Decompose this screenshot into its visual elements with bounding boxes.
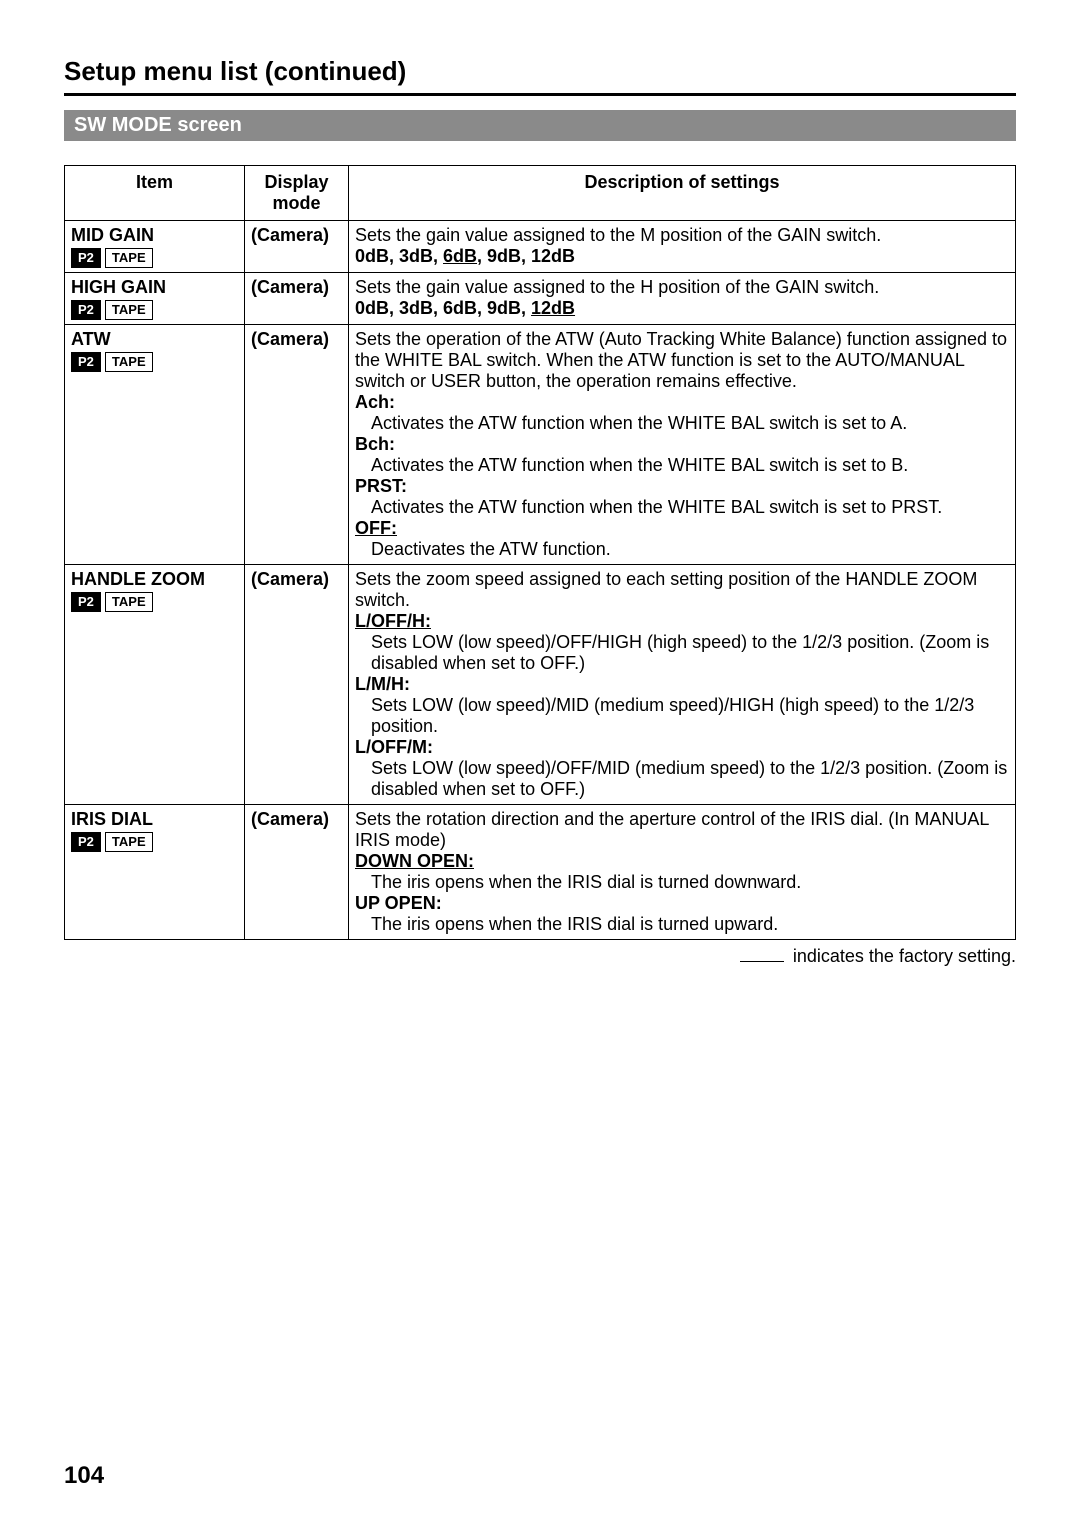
- table-row: MID GAINP2TAPE(Camera)Sets the gain valu…: [65, 221, 1016, 273]
- section-header: SW MODE screen: [64, 110, 1016, 141]
- badges: P2TAPE: [71, 352, 238, 372]
- badge-tape: TAPE: [105, 352, 153, 372]
- desc-line: PRST:: [355, 476, 1009, 497]
- desc-line: OFF:: [355, 518, 1009, 539]
- desc-line: DOWN OPEN:: [355, 851, 1009, 872]
- description-cell: Sets the operation of the ATW (Auto Trac…: [349, 325, 1016, 565]
- item-name: MID GAIN: [71, 225, 238, 246]
- description-cell: Sets the gain value assigned to the M po…: [349, 221, 1016, 273]
- col-header-desc: Description of settings: [349, 166, 1016, 221]
- table-header-row: Item Display mode Description of setting…: [65, 166, 1016, 221]
- desc-line: Sets LOW (low speed)/OFF/MID (medium spe…: [355, 758, 1009, 800]
- desc-line: Bch:: [355, 434, 1009, 455]
- desc-line: 0dB, 3dB, 6dB, 9dB, 12dB: [355, 298, 1009, 319]
- badges: P2TAPE: [71, 300, 238, 320]
- desc-line: L/OFF/H:: [355, 611, 1009, 632]
- item-name: IRIS DIAL: [71, 809, 238, 830]
- item-name: HIGH GAIN: [71, 277, 238, 298]
- desc-line: Sets the operation of the ATW (Auto Trac…: [355, 329, 1009, 392]
- badge-tape: TAPE: [105, 592, 153, 612]
- desc-line: Sets the zoom speed assigned to each set…: [355, 569, 1009, 611]
- display-mode: (Camera): [245, 221, 349, 273]
- desc-line: Sets LOW (low speed)/MID (medium speed)/…: [355, 695, 1009, 737]
- description-cell: Sets the gain value assigned to the H po…: [349, 273, 1016, 325]
- desc-line: Activates the ATW function when the WHIT…: [355, 497, 1009, 518]
- desc-line: L/OFF/M:: [355, 737, 1009, 758]
- table-row: IRIS DIALP2TAPE(Camera)Sets the rotation…: [65, 805, 1016, 940]
- factory-setting-blank: [740, 961, 784, 962]
- page-title: Setup menu list (continued): [64, 56, 1016, 87]
- desc-line: UP OPEN:: [355, 893, 1009, 914]
- table-row: HANDLE ZOOMP2TAPE(Camera)Sets the zoom s…: [65, 565, 1016, 805]
- badges: P2TAPE: [71, 248, 238, 268]
- footnote: indicates the factory setting.: [64, 946, 1016, 967]
- item-cell: HIGH GAINP2TAPE: [65, 273, 245, 325]
- desc-line: Sets the rotation direction and the aper…: [355, 809, 1009, 851]
- item-cell: ATWP2TAPE: [65, 325, 245, 565]
- desc-line: Sets the gain value assigned to the H po…: [355, 277, 1009, 298]
- desc-line: The iris opens when the IRIS dial is tur…: [355, 872, 1009, 893]
- desc-line: 0dB, 3dB, 6dB, 9dB, 12dB: [355, 246, 1009, 267]
- item-cell: IRIS DIALP2TAPE: [65, 805, 245, 940]
- col-header-mode: Display mode: [245, 166, 349, 221]
- badge-p2: P2: [71, 592, 101, 612]
- item-name: HANDLE ZOOM: [71, 569, 238, 590]
- desc-line: Deactivates the ATW function.: [355, 539, 1009, 560]
- item-cell: MID GAINP2TAPE: [65, 221, 245, 273]
- display-mode: (Camera): [245, 565, 349, 805]
- badges: P2TAPE: [71, 592, 238, 612]
- badge-tape: TAPE: [105, 248, 153, 268]
- desc-line: L/M/H:: [355, 674, 1009, 695]
- display-mode: (Camera): [245, 273, 349, 325]
- desc-line: Activates the ATW function when the WHIT…: [355, 413, 1009, 434]
- badge-p2: P2: [71, 300, 101, 320]
- settings-table: Item Display mode Description of setting…: [64, 165, 1016, 940]
- desc-line: The iris opens when the IRIS dial is tur…: [355, 914, 1009, 935]
- desc-line: Sets the gain value assigned to the M po…: [355, 225, 1009, 246]
- desc-line: Activates the ATW function when the WHIT…: [355, 455, 1009, 476]
- item-cell: HANDLE ZOOMP2TAPE: [65, 565, 245, 805]
- badge-tape: TAPE: [105, 300, 153, 320]
- desc-line: Ach:: [355, 392, 1009, 413]
- badge-p2: P2: [71, 832, 101, 852]
- page-number: 104: [64, 1462, 104, 1490]
- display-mode: (Camera): [245, 325, 349, 565]
- col-header-item: Item: [65, 166, 245, 221]
- description-cell: Sets the rotation direction and the aper…: [349, 805, 1016, 940]
- item-name: ATW: [71, 329, 238, 350]
- description-cell: Sets the zoom speed assigned to each set…: [349, 565, 1016, 805]
- footnote-text: indicates the factory setting.: [788, 946, 1016, 966]
- table-row: ATWP2TAPE(Camera)Sets the operation of t…: [65, 325, 1016, 565]
- display-mode: (Camera): [245, 805, 349, 940]
- badge-p2: P2: [71, 248, 101, 268]
- badge-tape: TAPE: [105, 832, 153, 852]
- desc-line: Sets LOW (low speed)/OFF/HIGH (high spee…: [355, 632, 1009, 674]
- badge-p2: P2: [71, 352, 101, 372]
- table-row: HIGH GAINP2TAPE(Camera)Sets the gain val…: [65, 273, 1016, 325]
- badges: P2TAPE: [71, 832, 238, 852]
- title-rule: [64, 93, 1016, 96]
